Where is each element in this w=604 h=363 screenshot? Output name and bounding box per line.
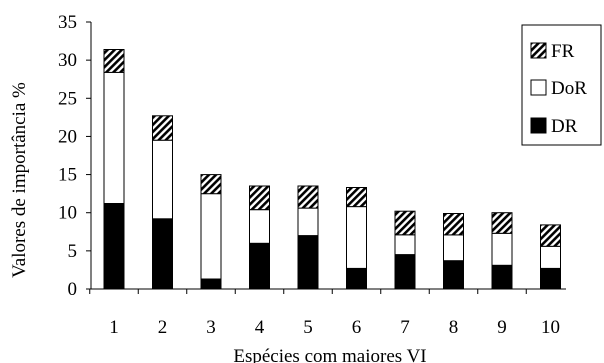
bar-dr-1 <box>103 203 125 290</box>
bar-dr-8 <box>443 260 464 290</box>
bar-dor-1 <box>103 71 125 204</box>
bar-dor-2 <box>152 139 173 220</box>
bar-dor-3 <box>200 193 222 280</box>
bar-dr-4 <box>249 242 270 290</box>
bar-fr-6 <box>346 187 367 208</box>
x-tick-label-1: 1 <box>109 317 119 338</box>
legend: FR DoR DR <box>521 24 602 146</box>
y-tick-label-10: 10 <box>58 203 77 224</box>
bar-dr-5 <box>297 235 319 290</box>
bar-fr-10 <box>540 224 561 247</box>
x-tick-label-9: 9 <box>497 317 507 338</box>
bar-dr-7 <box>394 254 416 290</box>
y-axis-title: Valores de importância % <box>9 82 30 278</box>
bar-dor-6 <box>346 206 367 269</box>
x-tick-label-10: 10 <box>541 317 560 338</box>
y-tick-label-35: 35 <box>58 12 77 33</box>
bar-dr-2 <box>152 218 173 290</box>
legend-swatch-dor <box>530 79 547 96</box>
bar-dor-7 <box>394 234 416 256</box>
legend-label-dor: DoR <box>551 78 587 99</box>
x-tick-label-5: 5 <box>303 317 313 338</box>
bar-dr-3 <box>200 278 222 290</box>
x-axis-title: Espécies com maiores VI <box>233 346 426 363</box>
y-tick-label-20: 20 <box>58 126 77 147</box>
legend-label-fr: FR <box>551 41 575 62</box>
bar-fr-2 <box>152 115 173 141</box>
bar-fr-8 <box>443 213 464 236</box>
x-tick-label-7: 7 <box>400 317 410 338</box>
legend-swatch-dr <box>530 117 547 134</box>
y-tick-label-0: 0 <box>68 279 78 300</box>
axes: 0 5 10 15 20 25 30 35 1 2 3 4 5 6 7 8 9 10 <box>58 12 566 338</box>
bar-fr-3 <box>200 174 222 195</box>
bar-fr-9 <box>491 212 513 234</box>
x-tick-label-6: 6 <box>352 317 362 338</box>
bar-fr-4 <box>249 185 270 211</box>
plot-area <box>103 49 561 290</box>
y-tick-label-25: 25 <box>58 88 77 109</box>
bar-dor-4 <box>249 209 270 244</box>
bar-dor-8 <box>443 234 464 262</box>
x-tick-label-3: 3 <box>206 317 216 338</box>
y-tick-label-5: 5 <box>68 241 78 262</box>
legend-swatch-fr <box>530 42 547 59</box>
legend-label-dr: DR <box>551 116 578 137</box>
bar-dr-9 <box>491 264 513 290</box>
bar-fr-5 <box>297 185 319 209</box>
bar-dor-5 <box>297 207 319 237</box>
x-tick-label-4: 4 <box>255 317 265 338</box>
bar-fr-1 <box>103 49 125 73</box>
bar-dor-9 <box>491 232 513 266</box>
bar-dr-10 <box>540 267 561 290</box>
bar-dr-6 <box>346 267 367 290</box>
x-tick-label-8: 8 <box>449 317 459 338</box>
bar-dor-10 <box>540 245 561 269</box>
y-tick-label-15: 15 <box>58 165 77 186</box>
y-tick-label-30: 30 <box>58 50 77 71</box>
bar-fr-7 <box>394 210 416 236</box>
x-tick-label-2: 2 <box>158 317 168 338</box>
